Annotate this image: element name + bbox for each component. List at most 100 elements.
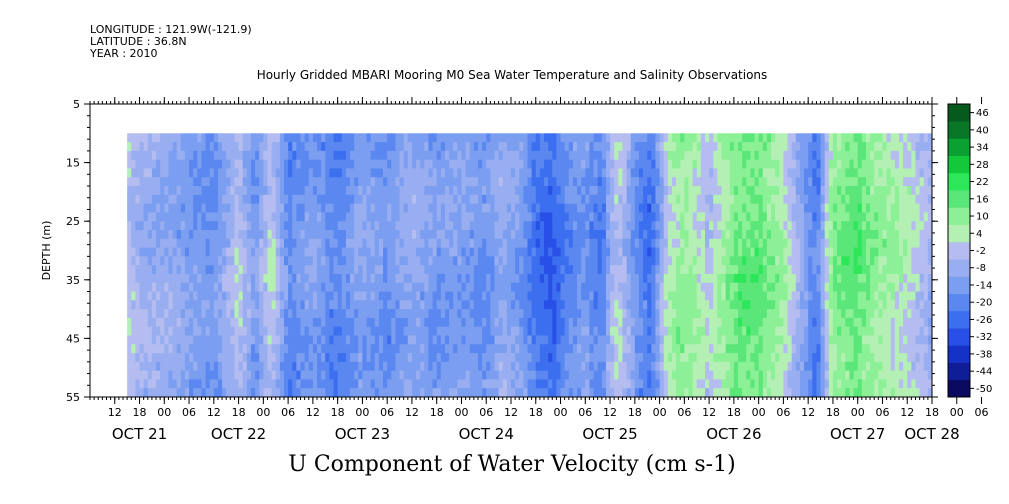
heatmap-cell <box>213 159 219 169</box>
heatmap-cell <box>288 194 293 205</box>
heatmap-cell <box>465 370 471 380</box>
heatmap-cell <box>151 212 157 222</box>
heatmap-cell <box>775 291 780 301</box>
heatmap-cell <box>358 186 363 196</box>
heatmap-cell <box>779 326 784 336</box>
heatmap-cell <box>477 142 483 152</box>
heatmap-cell <box>362 177 367 187</box>
heatmap-cell <box>523 256 528 266</box>
heatmap-cell <box>312 256 318 266</box>
heatmap-cell <box>432 256 438 266</box>
heatmap-cell <box>667 150 673 161</box>
heatmap-cell <box>267 291 273 301</box>
heatmap-cell <box>403 388 409 398</box>
heatmap-cell <box>271 273 277 284</box>
heatmap-cell <box>490 361 495 372</box>
heatmap-cell <box>292 212 297 222</box>
heatmap-cell <box>469 265 475 275</box>
heatmap-cell <box>610 229 615 240</box>
heatmap-cell <box>238 203 244 213</box>
heatmap-cell <box>783 238 788 248</box>
heatmap-cell <box>577 229 582 240</box>
heatmap-cell <box>325 353 330 363</box>
heatmap-cell <box>255 326 260 336</box>
heatmap-cell <box>279 133 285 143</box>
heatmap-cell <box>680 186 685 196</box>
heatmap-cell <box>164 247 169 257</box>
heatmap-cell <box>436 142 442 152</box>
heatmap-cell <box>238 335 244 345</box>
heatmap-cell <box>184 186 190 196</box>
heatmap-cell <box>164 273 169 284</box>
heatmap-cell <box>704 238 710 248</box>
heatmap-cell <box>271 229 277 240</box>
heatmap-cell <box>296 300 301 310</box>
heatmap-cell <box>411 282 417 292</box>
heatmap-cell <box>659 370 665 380</box>
heatmap-cell <box>663 370 669 380</box>
heatmap-cell <box>242 388 248 398</box>
heatmap-cell <box>213 273 219 284</box>
heatmap-cell <box>762 238 768 248</box>
heatmap-cell <box>799 353 805 363</box>
heatmap-cell <box>209 238 215 248</box>
heatmap-cell <box>667 344 673 354</box>
heatmap-cell <box>729 309 735 319</box>
heatmap-cell <box>671 317 677 328</box>
heatmap-cell <box>449 159 454 169</box>
heatmap-cell <box>473 186 479 196</box>
heatmap-cell <box>779 194 784 205</box>
heatmap-cell <box>399 142 405 152</box>
heatmap-cell <box>746 353 751 363</box>
heatmap-cell <box>234 370 239 380</box>
heatmap-cell <box>420 168 425 178</box>
heatmap-cell <box>539 168 545 178</box>
heatmap-cell <box>193 229 198 240</box>
heatmap-cell <box>746 361 751 372</box>
heatmap-cell <box>156 370 161 380</box>
heatmap-cell <box>151 229 157 240</box>
heatmap-cell <box>391 361 396 372</box>
heatmap-cell <box>758 309 764 319</box>
heatmap-cell <box>127 300 132 310</box>
heatmap-cell <box>362 142 367 152</box>
heatmap-cell <box>593 194 599 205</box>
heatmap-cell <box>267 388 273 398</box>
heatmap-cell <box>746 326 751 336</box>
heatmap-cell <box>217 309 223 319</box>
heatmap-cell <box>564 265 570 275</box>
heatmap-cell <box>692 150 698 161</box>
heatmap-cell <box>473 203 479 213</box>
heatmap-cell <box>304 142 310 152</box>
heatmap-cell <box>160 353 165 363</box>
heatmap-cell <box>370 194 376 205</box>
heatmap-cell <box>787 159 793 169</box>
heatmap-cell <box>779 300 784 310</box>
heatmap-cell <box>589 361 594 372</box>
heatmap-cell <box>750 300 755 310</box>
heatmap-cell <box>337 309 343 319</box>
heatmap-cell <box>300 265 306 275</box>
heatmap-cell <box>213 256 219 266</box>
heatmap-cell <box>321 388 326 398</box>
heatmap-cell <box>424 335 429 345</box>
heatmap-cell <box>424 291 429 301</box>
heatmap-cell <box>267 212 273 222</box>
heatmap-cell <box>341 186 347 196</box>
heatmap-cell <box>713 370 718 380</box>
heatmap-cell <box>523 300 528 310</box>
heatmap-cell <box>692 177 698 187</box>
heatmap-cell <box>440 379 446 389</box>
heatmap-cell <box>618 291 623 301</box>
heatmap-cell <box>548 150 553 161</box>
heatmap-cell <box>564 335 570 345</box>
heatmap-cell <box>296 256 301 266</box>
heatmap-cell <box>411 142 417 152</box>
heatmap-cell <box>271 326 277 336</box>
heatmap-cell <box>354 379 359 389</box>
heatmap-cell <box>143 150 149 161</box>
heatmap-cell <box>729 291 735 301</box>
heatmap-cell <box>457 282 462 292</box>
heatmap-cell <box>482 379 487 389</box>
heatmap-cell <box>143 168 149 178</box>
